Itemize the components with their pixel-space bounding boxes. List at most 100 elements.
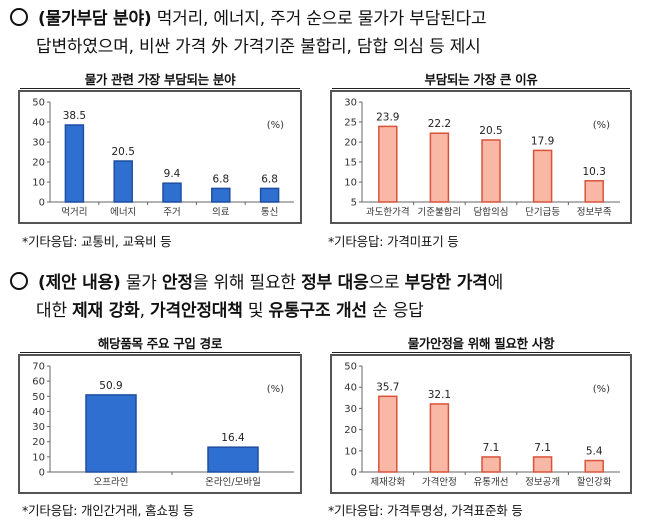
data-label: 20.5: [112, 146, 135, 158]
bar: [64, 124, 85, 203]
emphasis-span: 부당한 가격: [404, 273, 488, 293]
x-tick-label: 가격안정: [422, 476, 457, 488]
bar: [532, 456, 553, 473]
data-label: 9.4: [164, 168, 181, 180]
chart-svg: 5 10 15 20 25 30 (%) 23.9 과도한가격 22.2 기준불합리 20.5 담합의심…: [344, 98, 620, 218]
x-tick-label: 담합의심: [474, 206, 509, 218]
y-tick-label: 70: [32, 362, 45, 373]
title-underline: [20, 88, 300, 89]
emphasis-span: 제재 강화: [72, 301, 140, 321]
bar: [259, 187, 280, 203]
x-tick-label: 유통개선: [474, 477, 509, 488]
y-tick-label: 0: [351, 468, 357, 479]
data-label: 50.9: [99, 380, 122, 392]
data-label: 32.1: [428, 389, 451, 401]
y-tick-label: 10: [32, 178, 45, 189]
bar: [85, 394, 137, 473]
bar: [211, 187, 231, 203]
chart-frame: 5 10 15 20 25 30 (%) 23.9 과도한가격 22.2 기준불합리 20.5 담합의심…: [330, 90, 632, 224]
section2-line2: 대한 제재 강화, 가격안정대책 및 유통구조 개선 순 응답: [36, 298, 424, 324]
chart-svg: 0 10 20 30 40 50 (%) 35.7 제재강화 32.1 가격안정 7.1 유통개선 7.1…: [344, 362, 620, 488]
text-span: 물가: [120, 273, 162, 293]
bar: [429, 132, 450, 203]
data-label: 16.4: [221, 432, 245, 444]
chart-svg: 0 10 20 30 40 50 60 70 (%) 50.9 오프라인 16.4 온라인/모바일: [32, 362, 294, 488]
text-span: 을 위해 필요한: [192, 273, 302, 293]
title-underline: [332, 88, 630, 89]
unit-label: (%): [267, 384, 284, 395]
section2-line1: (제안 내용) 물가 안정을 위해 필요한 정부 대응으로 부당한 가격에: [10, 270, 503, 296]
bar: [584, 180, 604, 203]
y-tick-label: 50: [344, 362, 357, 373]
chart-stability-needs: 물가안정을 위해 필요한 사항 0 10 20 30 40 50 (%) 35.7 제재강화 32…: [322, 330, 640, 520]
text-span: ,: [139, 301, 150, 321]
x-tick-label: 통신: [261, 207, 278, 218]
text-span: 순 응답: [366, 301, 424, 321]
data-label: 35.7: [376, 381, 399, 393]
data-label: 38.5: [63, 110, 86, 122]
bar: [429, 403, 450, 473]
bar: [481, 456, 501, 473]
y-tick-label: 15: [344, 158, 357, 169]
bar: [532, 149, 553, 203]
y-tick-label: 20: [32, 158, 45, 169]
data-label: 20.5: [479, 125, 502, 137]
x-tick-label: 오프라인: [94, 477, 129, 488]
chart-title: 물가안정을 위해 필요한 사항: [407, 336, 555, 351]
text-span: 에: [487, 273, 504, 293]
section1-line1-text: 먹거리, 에너지, 주거 순으로 물가가 부담된다고: [151, 9, 487, 29]
emphasis-span: 정부 대응: [301, 273, 369, 293]
chart-footnote: *기타응답: 가격미표기 등: [328, 234, 459, 249]
emphasis-span: 가격안정대책: [150, 301, 243, 321]
bar: [378, 125, 398, 203]
chart-purchase-channel: 해당품목 주요 구입 경로 0 10 20 30 40 50 60 70 (%) 50.9 오프라인…: [10, 330, 310, 520]
y-tick-label: 30: [32, 422, 45, 433]
section1-heading: (물가부담 분야): [38, 9, 152, 29]
y-tick-label: 25: [344, 118, 357, 129]
bar: [378, 395, 398, 473]
data-label: 7.1: [534, 442, 551, 454]
bar: [113, 160, 133, 203]
chart-footnote: *기타응답: 개인간거래, 홈쇼핑 등: [22, 503, 195, 518]
chart-footnote: *기타응답: 가격투명성, 가격표준화 등: [328, 503, 523, 518]
text-span: 대한: [36, 301, 73, 321]
chart-title: 부담되는 가장 큰 이유: [424, 72, 538, 87]
chart-frame: 0 10 20 30 40 50 (%) 38.5 먹거리 20.5 에너지 9.4 주거 6.8 의료 6.…: [18, 90, 302, 224]
title-underline: [20, 352, 300, 353]
chart-title: 해당품목 주요 구입 경로: [97, 336, 223, 351]
title-underline: [332, 352, 630, 353]
section1-line2: 답변하였으며, 비싼 가격 外 가격기준 불합리, 담합 의심 등 제시: [36, 37, 481, 57]
x-tick-label: 정보부족: [577, 207, 612, 218]
x-tick-label: 에너지: [110, 207, 136, 218]
y-tick-label: 10: [344, 178, 357, 189]
data-label: 5.4: [586, 446, 603, 458]
y-tick-label: 20: [344, 425, 357, 436]
data-label: 6.8: [212, 173, 229, 185]
y-tick-label: 20: [344, 138, 357, 149]
x-tick-label: 먹거리: [61, 207, 87, 218]
x-tick-label: 과도한가격: [366, 206, 410, 218]
y-tick-label: 60: [32, 377, 45, 388]
unit-label: (%): [593, 120, 610, 131]
y-tick-label: 30: [344, 404, 357, 415]
x-tick-label: 의료: [212, 207, 230, 218]
y-tick-label: 50: [32, 98, 45, 109]
chart-frame: 0 10 20 30 40 50 (%) 35.7 제재강화 32.1 가격안정 7.1 유통개선 7.1…: [330, 354, 632, 494]
bar: [207, 446, 259, 473]
x-tick-label: 주거: [163, 207, 180, 218]
data-label: 22.2: [428, 118, 451, 130]
chart-frame: 0 10 20 30 40 50 60 70 (%) 50.9 오프라인 16.4 온라인/모바일: [18, 354, 302, 494]
y-tick-label: 20: [32, 437, 45, 448]
y-tick-label: 40: [32, 118, 45, 129]
x-tick-label: 단기급등: [525, 207, 560, 218]
chart-footnote: *기타응답: 교통비, 교육비 등: [22, 234, 172, 249]
unit-label: (%): [267, 120, 284, 131]
section2-heading: (제안 내용): [38, 273, 121, 293]
y-tick-label: 50: [32, 392, 45, 403]
data-label: 23.9: [376, 111, 399, 123]
chart-title: 물가 관련 가장 부담되는 분야: [84, 72, 236, 87]
x-tick-label: 기준불합리: [418, 207, 462, 218]
section1-line1: (물가부담 분야) 먹거리, 에너지, 주거 순으로 물가가 부담된다고: [10, 6, 487, 32]
circle-bullet-icon: [10, 272, 28, 290]
emphasis-span: 유통구조 개선: [268, 301, 368, 321]
